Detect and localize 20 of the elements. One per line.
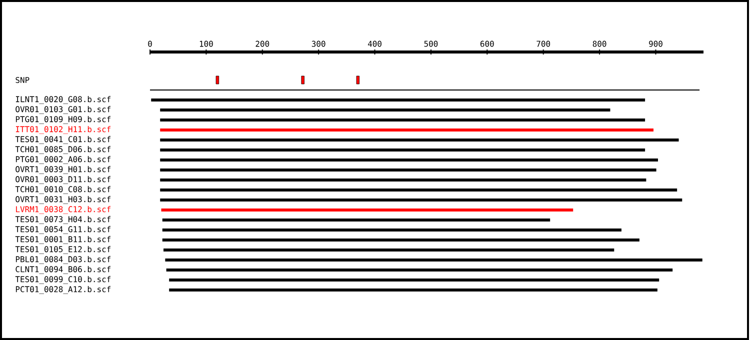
bar xyxy=(160,168,656,172)
bar xyxy=(160,148,646,152)
bar xyxy=(151,98,646,102)
bar xyxy=(162,218,550,222)
bar xyxy=(160,158,658,162)
bar xyxy=(160,138,679,142)
bar xyxy=(160,118,646,122)
bar xyxy=(165,258,702,262)
bar xyxy=(162,238,640,242)
bar xyxy=(160,188,678,192)
bar xyxy=(160,178,646,182)
bar xyxy=(160,128,654,132)
bar xyxy=(169,278,660,282)
bar xyxy=(160,198,682,202)
bar xyxy=(160,108,610,112)
bar xyxy=(163,248,614,252)
bar xyxy=(169,288,658,292)
bar xyxy=(161,208,574,212)
bar xyxy=(162,228,622,232)
bar xyxy=(166,268,673,272)
